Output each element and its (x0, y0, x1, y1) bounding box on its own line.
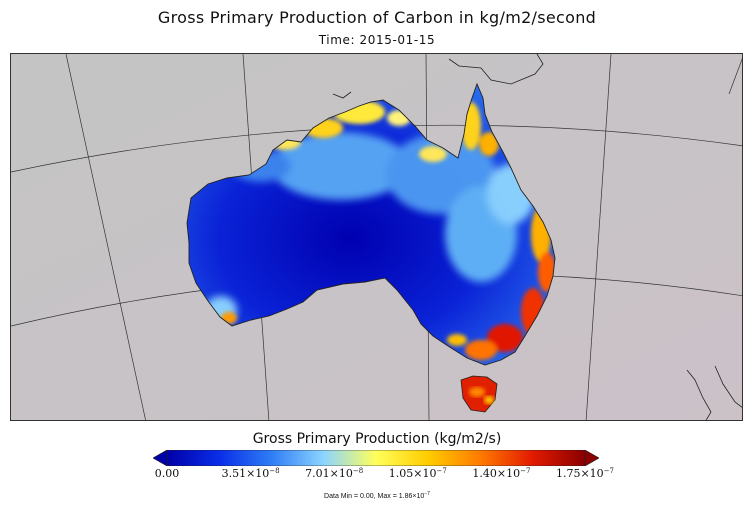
colorbar-tick-label: 1.75×10−7 (555, 467, 615, 480)
colorbar-min-extend-arrow (153, 450, 168, 466)
colorbar (153, 450, 599, 466)
data-range-text: Data Min = 0.00, Max = 1.86×10 (324, 493, 425, 500)
colorbar-tick-label: 0.00 (154, 467, 180, 480)
colorbar-tick-label: 1.40×10−7 (472, 467, 531, 480)
time-label: Time: 2015-01-15 (318, 33, 436, 47)
colorbar-title: Gross Primary Production (kg/m2/s) (252, 431, 502, 447)
colorbar-max-extend-arrow (584, 450, 599, 466)
colorbar-ramp (166, 450, 586, 466)
neighbour-coastlines (332, 54, 742, 420)
data-range-exponent: −7 (424, 491, 430, 497)
colorbar-tick-label: 7.01×10−8 (305, 467, 364, 480)
tasmania-gpp-field (460, 375, 498, 413)
colorbar-tick-label: 3.51×10−8 (221, 467, 280, 480)
map-svg (11, 54, 742, 420)
data-range-note: Data Min = 0.00, Max = 1.86×10−7 (0, 491, 754, 500)
colorbar-tick-label: 1.05×10−7 (388, 467, 447, 480)
map-panel (10, 53, 743, 421)
figure-title: Gross Primary Production of Carbon in kg… (157, 8, 597, 27)
